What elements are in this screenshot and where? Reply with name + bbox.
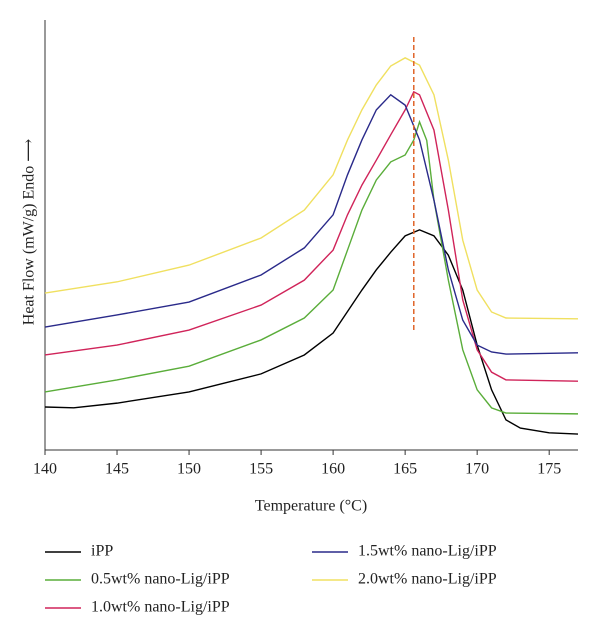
x-tick-label: 145 [105,461,129,478]
x-tick-label: 150 [177,461,201,478]
x-axis-label: Temperature (°C) [255,498,367,515]
x-tick-label: 155 [249,461,273,478]
legend-label: iPP [91,543,113,560]
x-tick-label: 140 [33,461,57,478]
x-tick-label: 170 [465,461,489,478]
legend-label: 1.5wt% nano-Lig/iPP [358,543,497,560]
line-series [44,229,579,435]
x-tick-label: 165 [393,461,417,478]
line-series [44,93,579,355]
line-series [44,119,579,415]
legend-label: 2.0wt% nano-Lig/iPP [358,571,497,588]
y-axis-label: Heat Flow (mW/g) Endo ⟶ [21,139,38,326]
legend-label: 0.5wt% nano-Lig/iPP [91,571,230,588]
line-series [44,90,579,382]
x-tick-label: 160 [321,461,345,478]
x-tick-label: 175 [537,461,561,478]
line-series [44,57,579,320]
legend-label: 1.0wt% nano-Lig/iPP [91,599,230,616]
